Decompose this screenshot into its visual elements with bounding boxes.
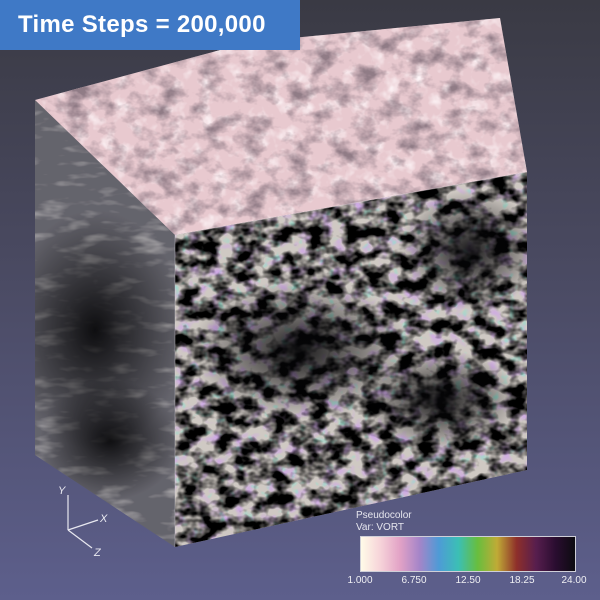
colorbar <box>360 536 576 572</box>
axis-x-label: X <box>99 513 108 525</box>
title-banner: Time Steps = 200,000 <box>0 0 300 50</box>
legend-title: Pseudocolor <box>356 510 412 521</box>
axis-z-label: Z <box>93 547 102 559</box>
axis-y-label: Y <box>58 485 66 497</box>
legend-variable: Var: VORT <box>356 522 404 533</box>
legend-tick: 18.25 <box>509 575 535 586</box>
legend-tick: 12.50 <box>455 575 481 586</box>
axes-triad <box>67 495 99 549</box>
legend-tick: 24.00 <box>561 575 587 586</box>
legend-tick: 6.750 <box>401 575 427 586</box>
pseudocolor-legend: Pseudocolor Var: VORT 1.000 6.750 12.50 … <box>340 510 590 590</box>
time-steps-title: Time Steps = 200,000 <box>18 11 266 38</box>
legend-tick: 1.000 <box>347 575 373 586</box>
